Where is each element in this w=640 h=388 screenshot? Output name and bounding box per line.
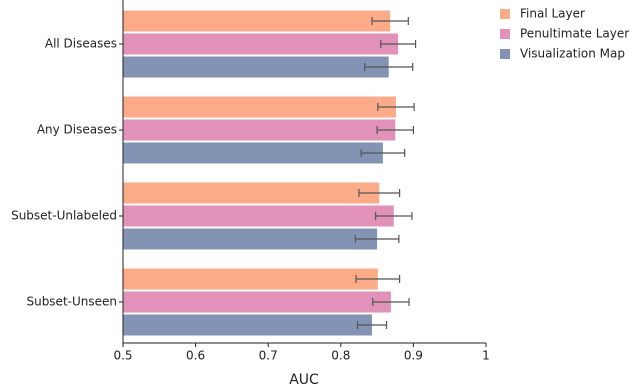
x-tick-label: 1 xyxy=(482,349,490,363)
x-tick-label: 0.6 xyxy=(186,349,205,363)
x-axis-label: AUC xyxy=(289,372,319,388)
y-tick-label: All Diseases xyxy=(45,37,117,51)
bar xyxy=(123,96,396,118)
bar xyxy=(123,10,391,32)
y-tick-label: Subset-Unseen xyxy=(26,295,117,309)
error-bar xyxy=(360,149,406,157)
x-tick-label: 0.7 xyxy=(259,349,278,363)
x-tick-label: 0.5 xyxy=(113,349,132,363)
bar xyxy=(123,119,396,141)
error-bar xyxy=(354,235,400,243)
x-tick-label: 0.9 xyxy=(404,349,423,363)
error-bar xyxy=(355,275,401,283)
error-bar xyxy=(356,321,388,329)
error-bar xyxy=(372,298,410,306)
y-tick-label: Any Diseases xyxy=(37,123,117,137)
error-bar xyxy=(358,189,401,197)
legend-swatch xyxy=(500,29,510,39)
legend-label: Final Layer xyxy=(520,7,585,21)
x-tick-label: 0.8 xyxy=(331,349,350,363)
legend-swatch xyxy=(500,9,510,19)
error-bar xyxy=(376,126,414,134)
bar xyxy=(123,182,380,204)
bar xyxy=(123,268,378,290)
error-bar xyxy=(380,40,417,48)
error-bar xyxy=(364,63,414,71)
bar xyxy=(123,228,378,250)
bar xyxy=(123,291,391,313)
bar xyxy=(123,56,389,78)
legend-label: Penultimate Layer xyxy=(520,27,629,41)
error-bar xyxy=(377,103,415,111)
y-tick-label: Subset-Unlabeled xyxy=(11,209,117,223)
legend-label: Visualization Map xyxy=(520,47,625,61)
bar xyxy=(123,142,383,164)
legend-swatch xyxy=(500,49,510,59)
bar xyxy=(123,314,373,336)
error-bar xyxy=(375,212,413,220)
bar xyxy=(123,205,394,227)
error-bar xyxy=(371,17,409,25)
bar xyxy=(123,33,399,55)
